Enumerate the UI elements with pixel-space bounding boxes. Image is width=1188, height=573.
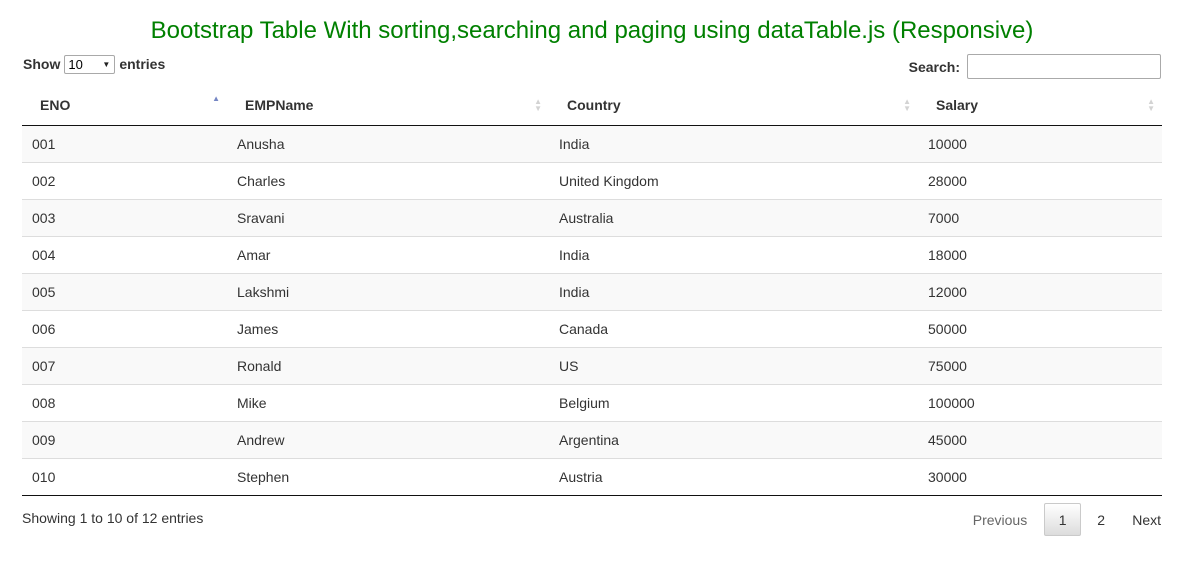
page-title: Bootstrap Table With sorting,searching a… [150,17,1034,44]
cell-country: India [549,125,918,162]
cell-eno: 004 [22,235,227,273]
table-row: 003 Sravani Australia 7000 [22,198,1162,236]
cell-eno: 010 [22,457,227,496]
sort-both-icon: ▲ ▼ [1147,97,1155,114]
column-header-salary[interactable]: Salary ▲ ▼ [918,86,1162,126]
cell-salary: 50000 [918,309,1162,347]
cell-country: Austria [549,457,918,496]
page-button-1[interactable]: 1 [1044,503,1082,536]
search-input[interactable] [967,54,1161,79]
cell-salary: 18000 [918,235,1162,273]
cell-empname: Andrew [227,420,549,458]
cell-empname: Sravani [227,198,549,236]
cell-salary: 100000 [918,383,1162,421]
cell-country: Australia [549,198,918,236]
table-row: 005 Lakshmi India 12000 [22,272,1162,310]
chevron-down-icon: ▼ [102,59,111,69]
table-row: 001 Anusha India 10000 [22,125,1162,162]
cell-empname: James [227,309,549,347]
sort-both-icon: ▲ ▼ [903,97,911,114]
cell-salary: 10000 [918,125,1162,162]
cell-eno: 001 [22,125,227,162]
cell-eno: 005 [22,272,227,310]
cell-country: India [549,235,918,273]
table-row: 010 Stephen Austria 30000 [22,457,1162,496]
cell-empname: Stephen [227,457,549,496]
cell-salary: 75000 [918,346,1162,384]
cell-salary: 30000 [918,457,1162,496]
table-row: 002 Charles United Kingdom 28000 [22,161,1162,199]
length-suffix-label: entries [119,56,166,72]
cell-empname: Lakshmi [227,272,549,310]
cell-salary: 7000 [918,198,1162,236]
cell-eno: 003 [22,198,227,236]
cell-country: Canada [549,309,918,347]
sort-ascending-icon: ▲▼ [212,94,220,104]
column-header-eno[interactable]: ENO ▲▼ [22,86,227,126]
sort-both-icon: ▲ ▼ [534,97,542,114]
page-button-2[interactable]: 2 [1097,511,1106,528]
cell-country: United Kingdom [549,161,918,199]
table-row: 008 Mike Belgium 100000 [22,383,1162,421]
entries-per-page-value: 10 [68,56,83,72]
cell-empname: Mike [227,383,549,421]
cell-salary: 45000 [918,420,1162,458]
table-row: 009 Andrew Argentina 45000 [22,420,1162,458]
table-row: 004 Amar India 18000 [22,235,1162,273]
column-header-label: Salary [936,97,979,114]
pagination: Previous 1 2 Next [960,502,1162,537]
entries-per-page-select[interactable]: 10 ▼ [64,54,116,74]
search-label: Search: [908,58,960,75]
cell-country: Belgium [549,383,918,421]
cell-country: US [549,346,918,384]
cell-empname: Charles [227,161,549,199]
cell-empname: Ronald [227,346,549,384]
cell-salary: 28000 [918,161,1162,199]
table-row: 006 James Canada 50000 [22,309,1162,347]
search-control: Search: [909,54,1161,79]
previous-page-button[interactable]: Previous [972,511,1028,528]
cell-eno: 008 [22,383,227,421]
column-header-empname[interactable]: EMPName ▲ ▼ [227,86,549,126]
column-header-country[interactable]: Country ▲ ▼ [549,86,918,126]
entries-length-control: Show 10 ▼ entries [23,54,165,74]
column-header-label: EMPName [245,97,314,114]
cell-empname: Anusha [227,125,549,162]
cell-eno: 006 [22,309,227,347]
column-header-label: ENO [40,97,71,114]
cell-eno: 009 [22,420,227,458]
column-header-label: Country [567,97,621,114]
table-row: 007 Ronald US 75000 [22,346,1162,384]
cell-salary: 12000 [918,272,1162,310]
table-header-row: ENO ▲▼ EMPName ▲▼ Country ▲▼ Salary ▲▼ [22,86,1162,126]
employee-table: ENO ▲▼ EMPName ▲▼ Country ▲▼ Salary ▲▼ [22,86,1162,496]
table-info: Showing 1 to 10 of 12 entries [22,510,204,526]
cell-country: Argentina [549,420,918,458]
cell-eno: 002 [22,161,227,199]
next-page-button[interactable]: Next [1132,511,1161,528]
cell-eno: 007 [22,346,227,384]
length-prefix-label: Show [23,56,61,72]
cell-country: India [549,272,918,310]
cell-empname: Amar [227,235,549,273]
